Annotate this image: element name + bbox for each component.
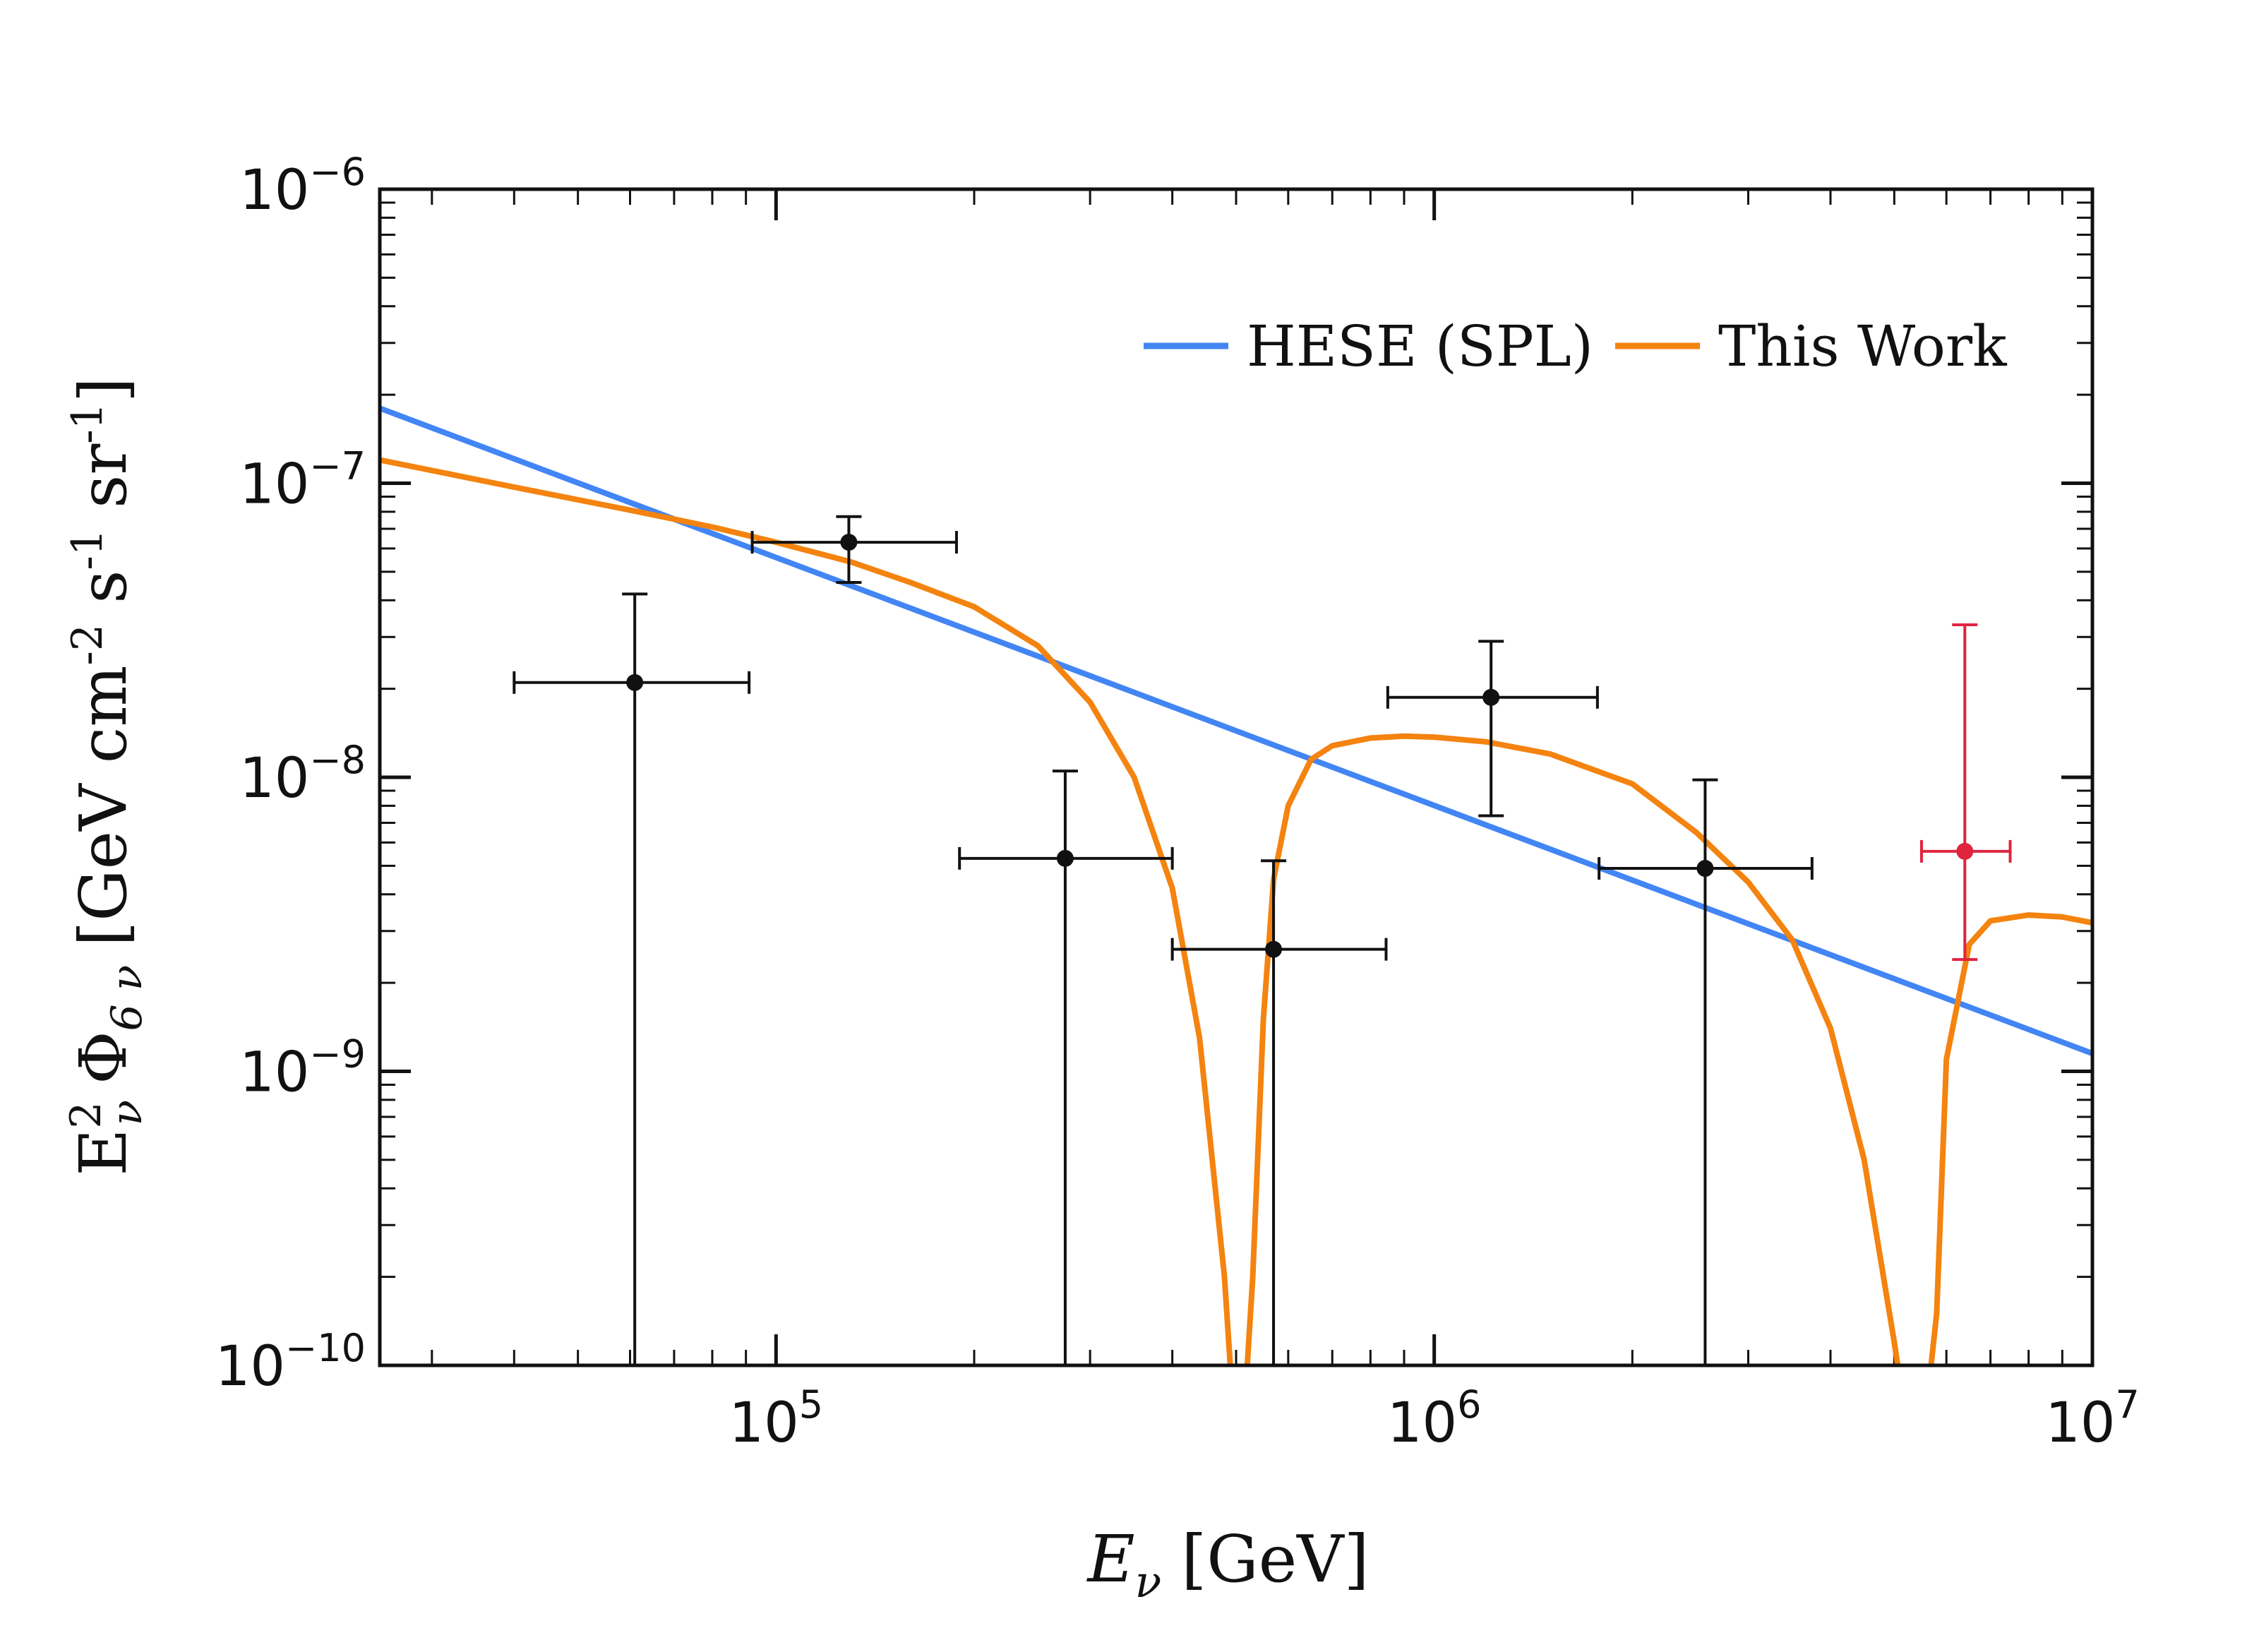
y-tick-exp: −10 <box>285 1326 366 1370</box>
data-point-group <box>1919 623 2012 962</box>
plot-frame <box>378 187 2095 1367</box>
legend-label-this-work: This Work <box>1718 313 2008 379</box>
x-tick-label: 106 <box>1387 1382 1482 1455</box>
data-point-group <box>1598 778 1814 1365</box>
y-tick-label: 10−6 <box>239 150 366 222</box>
y-tick-base: 10 <box>239 1041 309 1105</box>
data-point-marker <box>1056 849 1074 867</box>
y-tick-base: 10 <box>239 747 309 810</box>
y-tick-label: 10−10 <box>215 1326 366 1399</box>
minor-ticks <box>380 189 2092 1365</box>
data-points-layer <box>513 515 2012 1365</box>
data-point-group <box>1386 640 1599 818</box>
data-point-group <box>513 592 751 1365</box>
y-tick-label: 10−8 <box>239 738 366 810</box>
series-line-this-work <box>380 457 2092 1365</box>
y-title-units-exp1: -2 <box>63 624 112 665</box>
y-tick-exp: −9 <box>309 1032 366 1077</box>
x-tick-exp: 7 <box>2115 1382 2139 1427</box>
x-tick-base: 10 <box>1387 1391 1457 1455</box>
x-tick-base: 10 <box>2045 1391 2115 1455</box>
y-tick-exp: −7 <box>309 444 366 489</box>
y-title-units-close: ] <box>66 377 141 402</box>
x-tick-label: 105 <box>729 1382 824 1455</box>
y-title-units: [GeV cm <box>66 665 141 946</box>
data-point-group <box>750 515 958 584</box>
y-tick-label: 10−9 <box>239 1032 366 1105</box>
x-axis-title-main: E <box>1086 1521 1134 1597</box>
legend: HESE (SPL) This Work <box>1144 313 2008 379</box>
y-title-units-exp3: -1 <box>63 402 112 443</box>
y-tick-labels: 10−610−710−810−910−10 <box>215 150 366 1399</box>
y-tick-exp: −8 <box>309 738 366 782</box>
x-axis-title-sub: ν <box>1135 1556 1162 1608</box>
plot-area <box>380 405 2092 1365</box>
x-tick-base: 10 <box>729 1391 799 1455</box>
x-tick-exp: 5 <box>799 1382 823 1427</box>
y-title-nu: ν <box>102 1100 152 1125</box>
data-point-marker <box>840 534 858 551</box>
legend-label-hese: HESE (SPL) <box>1247 313 1593 379</box>
x-tick-labels: 105 106 107 <box>729 1382 2140 1455</box>
data-point-marker <box>1696 860 1714 878</box>
y-tick-label: 10−7 <box>239 444 366 517</box>
y-title-units-sr: sr <box>66 444 141 529</box>
y-tick-base: 10 <box>215 1335 285 1399</box>
data-point-group <box>1170 859 1388 1365</box>
y-title-exp: 2 <box>61 1101 111 1128</box>
y-title-units-exp2: -1 <box>63 529 112 570</box>
x-tick-label: 107 <box>2045 1382 2140 1455</box>
y-title-phi-sub: 6 ν <box>102 965 152 1031</box>
y-tick-base: 10 <box>239 159 309 222</box>
x-axis-title-rest: [GeV] <box>1181 1521 1369 1597</box>
data-point-marker <box>1265 940 1283 958</box>
series-layer <box>380 405 2092 1365</box>
data-point-marker <box>626 674 644 691</box>
y-title-units-s: s <box>66 570 141 624</box>
y-tick-exp: −6 <box>309 150 366 194</box>
x-axis-title: Eν [GeV] <box>1086 1521 1369 1608</box>
data-point-marker <box>1956 842 1974 860</box>
x-tick-exp: 6 <box>1457 1382 1481 1427</box>
y-title-phi: Φ <box>66 1031 141 1084</box>
y-title-E: E <box>66 1129 141 1176</box>
data-point-marker <box>1482 688 1500 706</box>
data-point-group <box>958 770 1174 1365</box>
y-tick-base: 10 <box>239 453 309 517</box>
y-axis-title: E2νΦ6 ν[GeV cm-2 s-1 sr-1] <box>61 377 152 1175</box>
